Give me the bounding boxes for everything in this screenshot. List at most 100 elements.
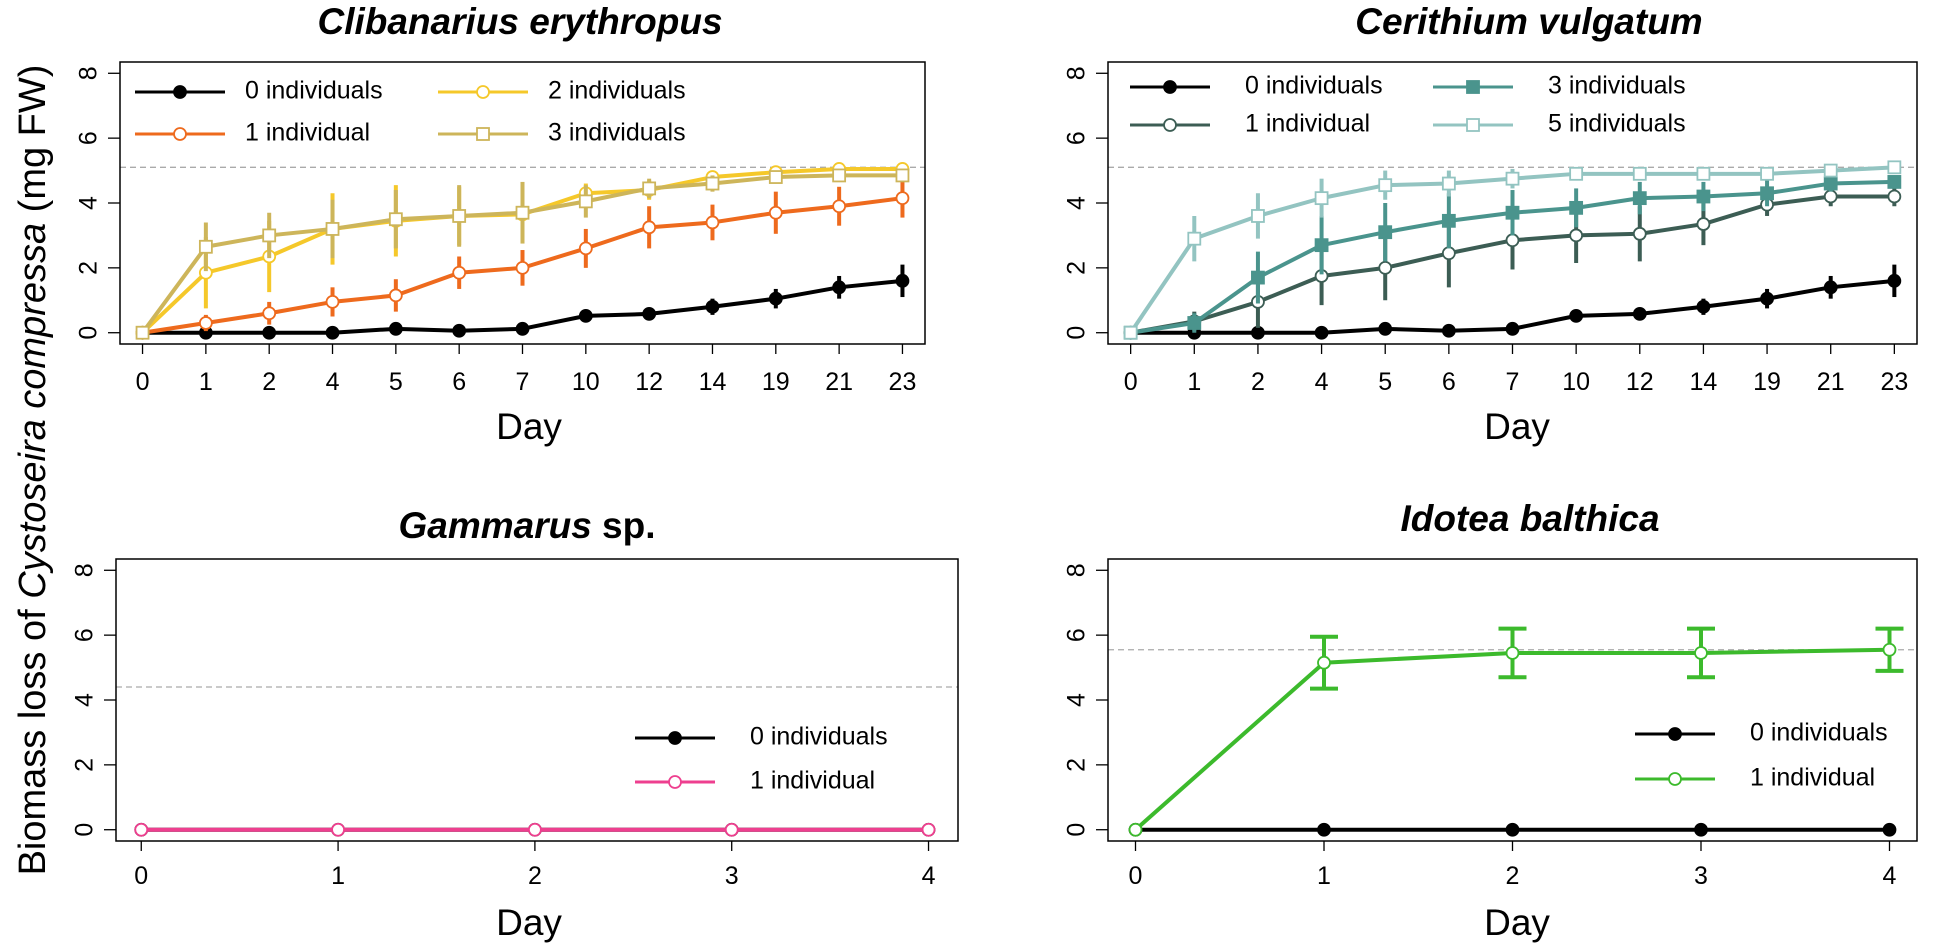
x-tick-label: 5 bbox=[389, 368, 403, 396]
data-point bbox=[1466, 118, 1480, 132]
panel-title: Idotea balthica bbox=[1400, 498, 1659, 539]
data-point bbox=[262, 325, 277, 340]
data-point bbox=[388, 212, 403, 227]
panel-title-species: Clibanarius erythropus bbox=[317, 1, 722, 42]
data-point bbox=[527, 822, 542, 837]
data-point bbox=[452, 209, 467, 223]
data-point bbox=[1314, 325, 1329, 340]
legend-label: 0 individuals bbox=[1750, 719, 1888, 747]
x-tick-label: 0 bbox=[134, 862, 148, 890]
series-0-individuals bbox=[1128, 822, 1897, 837]
y-tick-label: 6 bbox=[1063, 628, 1091, 642]
data-point bbox=[1314, 238, 1329, 253]
x-tick-label: 7 bbox=[1506, 368, 1520, 396]
data-point bbox=[642, 220, 657, 235]
data-point bbox=[1569, 308, 1584, 323]
x-tick-label: 6 bbox=[1442, 368, 1456, 396]
series-3-individuals bbox=[135, 168, 910, 340]
x-tick-label: 2 bbox=[1251, 368, 1265, 396]
legend-label: 1 individual bbox=[1245, 110, 1370, 138]
data-point bbox=[1696, 166, 1711, 181]
data-point bbox=[1251, 209, 1265, 223]
data-point bbox=[1823, 280, 1838, 295]
x-tick-label: 2 bbox=[1506, 862, 1520, 890]
y-tick-label: 2 bbox=[71, 758, 99, 772]
data-point bbox=[476, 127, 490, 141]
data-point bbox=[1632, 166, 1647, 181]
x-tick-label: 7 bbox=[516, 368, 530, 396]
y-tick-label: 0 bbox=[1063, 326, 1091, 340]
data-point bbox=[135, 325, 150, 340]
y-tick-label: 6 bbox=[71, 628, 99, 642]
plot-frame bbox=[1107, 61, 1918, 345]
x-tick-label: 10 bbox=[572, 368, 600, 396]
legend-label: 2 individuals bbox=[548, 77, 686, 105]
data-point bbox=[262, 306, 277, 321]
plot-frame bbox=[1107, 558, 1918, 842]
panel-title-species: Idotea balthica bbox=[1400, 498, 1659, 539]
data-point bbox=[388, 321, 403, 336]
data-point bbox=[1187, 231, 1202, 246]
data-point bbox=[1668, 772, 1682, 786]
x-tick-label: 2 bbox=[262, 368, 276, 396]
data-point bbox=[1823, 163, 1838, 178]
legend-label: 1 individual bbox=[1750, 764, 1875, 792]
x-tick-label: 14 bbox=[1690, 368, 1718, 396]
data-point bbox=[1163, 80, 1177, 94]
y-tick-label: 8 bbox=[1063, 66, 1091, 80]
y-axis-label-prefix: Biomass loss of bbox=[12, 599, 54, 876]
legend-label: 3 individuals bbox=[1548, 72, 1686, 100]
x-axis-label: Day bbox=[496, 902, 562, 943]
plot-frame bbox=[119, 61, 926, 345]
data-point bbox=[388, 288, 403, 303]
y-axis-label: Biomass loss of Cystoseira compressa (mg… bbox=[12, 65, 54, 876]
x-tick-label: 19 bbox=[762, 368, 790, 396]
legend: 0 individuals 1 individual bbox=[1635, 719, 1888, 792]
data-point bbox=[325, 325, 340, 340]
data-point bbox=[1694, 646, 1708, 660]
x-axis-label: Day bbox=[1484, 902, 1550, 943]
data-point bbox=[1882, 642, 1897, 657]
data-point bbox=[895, 191, 910, 206]
data-point bbox=[1251, 325, 1265, 340]
y-tick-label: 4 bbox=[75, 196, 103, 210]
legend-label: 0 individuals bbox=[1245, 72, 1383, 100]
data-point bbox=[1123, 325, 1138, 340]
x-tick-label: 0 bbox=[1124, 368, 1138, 396]
x-axis-label: Day bbox=[496, 406, 562, 447]
legend-label: 3 individuals bbox=[548, 119, 686, 147]
x-tick-label: 21 bbox=[1817, 368, 1845, 396]
data-point bbox=[1251, 270, 1265, 285]
data-point bbox=[1696, 189, 1711, 204]
data-point bbox=[1823, 189, 1838, 204]
legend: 0 individuals 1 individual bbox=[635, 723, 888, 795]
data-point bbox=[1569, 166, 1584, 181]
legend: 0 individuals 3 individuals 1 individual 5 … bbox=[1130, 72, 1686, 138]
data-point bbox=[1887, 189, 1902, 204]
x-tick-label: 3 bbox=[1694, 862, 1708, 890]
data-point bbox=[832, 199, 847, 214]
series-5-individuals bbox=[1123, 160, 1902, 340]
series-0-individuals bbox=[135, 264, 910, 340]
data-point bbox=[1882, 822, 1897, 837]
data-point bbox=[705, 299, 720, 314]
data-point bbox=[1378, 225, 1393, 240]
data-point bbox=[1378, 260, 1393, 275]
data-point bbox=[642, 181, 657, 196]
panel-idotea: Idotea balthica Day 0 2 4 6 8 0 1 2 3 4 0 individu… bbox=[1063, 498, 1918, 943]
data-point bbox=[515, 260, 530, 275]
data-point bbox=[1163, 118, 1177, 132]
data-point bbox=[476, 85, 490, 99]
data-point bbox=[642, 307, 657, 321]
data-point bbox=[1632, 191, 1647, 206]
data-point bbox=[1760, 186, 1774, 201]
series-0-individuals bbox=[1123, 264, 1902, 340]
data-point bbox=[325, 222, 340, 236]
legend-label: 1 individual bbox=[750, 767, 875, 795]
data-point bbox=[1441, 176, 1456, 191]
x-tick-label: 21 bbox=[825, 368, 853, 396]
data-point bbox=[1505, 233, 1520, 248]
